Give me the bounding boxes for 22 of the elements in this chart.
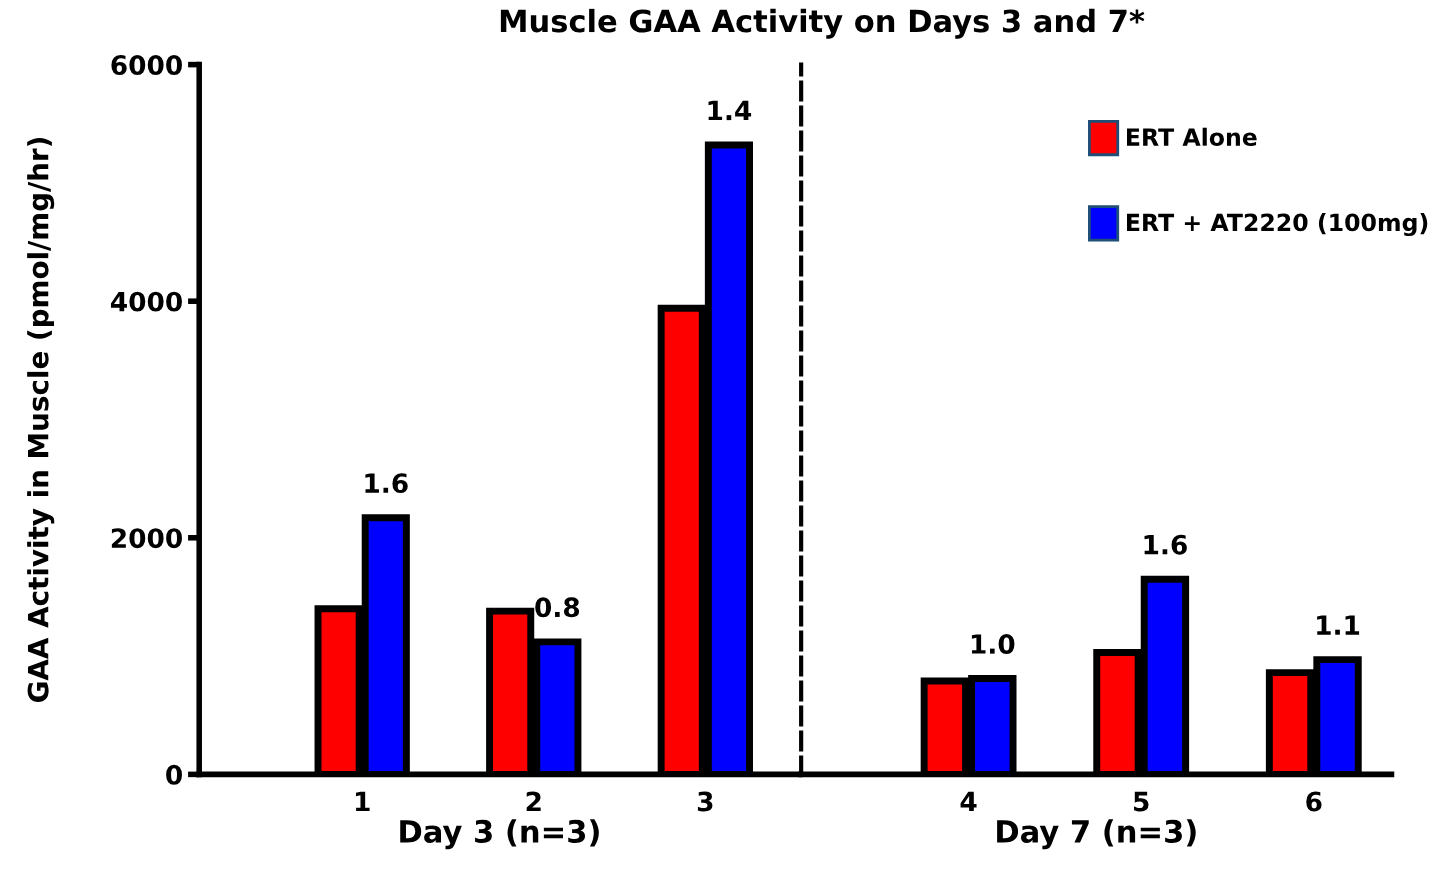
x-axis-title: Day 7 (n=3) — [997, 819, 1196, 850]
annotation: 0.8 — [535, 597, 580, 618]
annotation: 1.6 — [365, 473, 408, 494]
x-tick-label: 6 — [1306, 791, 1322, 812]
annotation: 1.0 — [971, 634, 1015, 654]
legend-label: ERT + AT2220 (100mg) — [1127, 213, 1428, 237]
annotation: 1.6 — [1144, 534, 1187, 555]
x-axis-title: Day 3 (n=3) — [400, 819, 599, 850]
y-tick-label: 0 — [166, 764, 182, 785]
x-tick-label: 3 — [697, 791, 713, 812]
y-axis-title: GAA Activity in Muscle (pmol/mg/hr) — [27, 138, 55, 702]
annotation: 1.4 — [708, 100, 752, 121]
x-tick-label: 5 — [1134, 791, 1149, 812]
x-tick-label: 2 — [526, 791, 541, 812]
x-tick-label: 4 — [960, 791, 977, 812]
annotation: 1.1 — [1317, 615, 1360, 635]
x-tick-label: 1 — [355, 791, 370, 812]
y-tick-label: 4000 — [110, 291, 182, 312]
y-tick-label: 6000 — [111, 55, 182, 76]
chart-title: Muscle GAA Activity on Days 3 and 7* — [500, 8, 1145, 39]
y-tick-label: 2000 — [111, 528, 182, 549]
legend-label: ERT Alone — [1127, 127, 1257, 146]
